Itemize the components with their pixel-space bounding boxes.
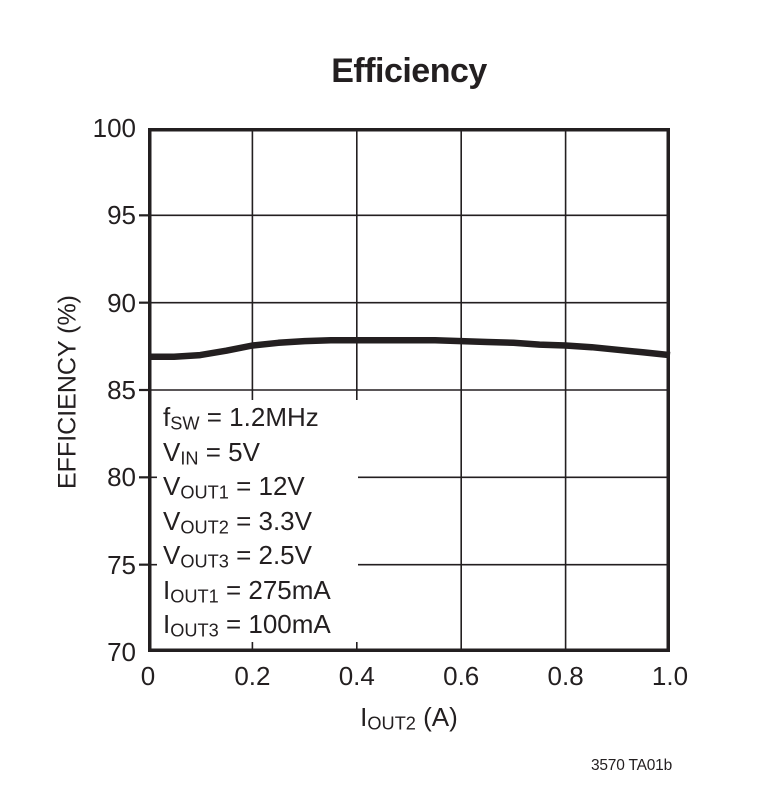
x-tick-label: 0.6 <box>443 661 480 691</box>
subscript: IN <box>180 447 199 468</box>
y-tick-label: 75 <box>107 549 136 580</box>
plot-frame <box>148 128 670 652</box>
condition-line: VIN = 5V <box>163 436 260 468</box>
y-tick-label: 95 <box>107 200 136 231</box>
subscript: OUT2 <box>180 516 229 537</box>
y-tick-label: 85 <box>107 375 136 405</box>
condition-line: fSW = 1.2MHz <box>163 402 319 434</box>
conditions-annotation: fSW = 1.2MHz VIN = 5V VOUT1 = 12V VOUT2 = 3… <box>157 400 358 642</box>
x-tick-label: 0.2 <box>234 661 271 691</box>
subscript: OUT3 <box>170 620 219 641</box>
subscript: OUT1 <box>170 585 219 606</box>
subscript: SW <box>170 413 200 434</box>
x-tick-label: 0.8 <box>547 661 584 691</box>
condition-line: VOUT2 = 3.3V <box>163 505 312 537</box>
x-axis-title: IOUT2 (A) <box>360 702 458 734</box>
efficiency-curve <box>148 336 671 361</box>
condition-line: VOUT3 = 2.5V <box>163 540 312 572</box>
subscript: OUT2 <box>367 713 416 734</box>
condition-line: VOUT1 = 12V <box>163 471 305 503</box>
y-tick-label: 100 <box>92 113 136 143</box>
x-tick-label: 1.0 <box>651 661 689 691</box>
y-tick-label: 80 <box>107 462 136 493</box>
chart-title: Efficiency <box>331 52 487 90</box>
x-tick-label: 0 <box>140 661 156 691</box>
x-tick-label: 0.4 <box>338 661 375 691</box>
condition-line: IOUT3 = 100mA <box>163 609 331 641</box>
subscript: OUT3 <box>180 551 229 572</box>
y-tick-label: 90 <box>107 287 136 318</box>
subscript: OUT1 <box>180 482 229 503</box>
figure-number: 3570 TA01b <box>590 757 672 774</box>
y-tick-label: 70 <box>107 637 136 667</box>
condition-line: IOUT1 = 275mA <box>163 574 331 606</box>
